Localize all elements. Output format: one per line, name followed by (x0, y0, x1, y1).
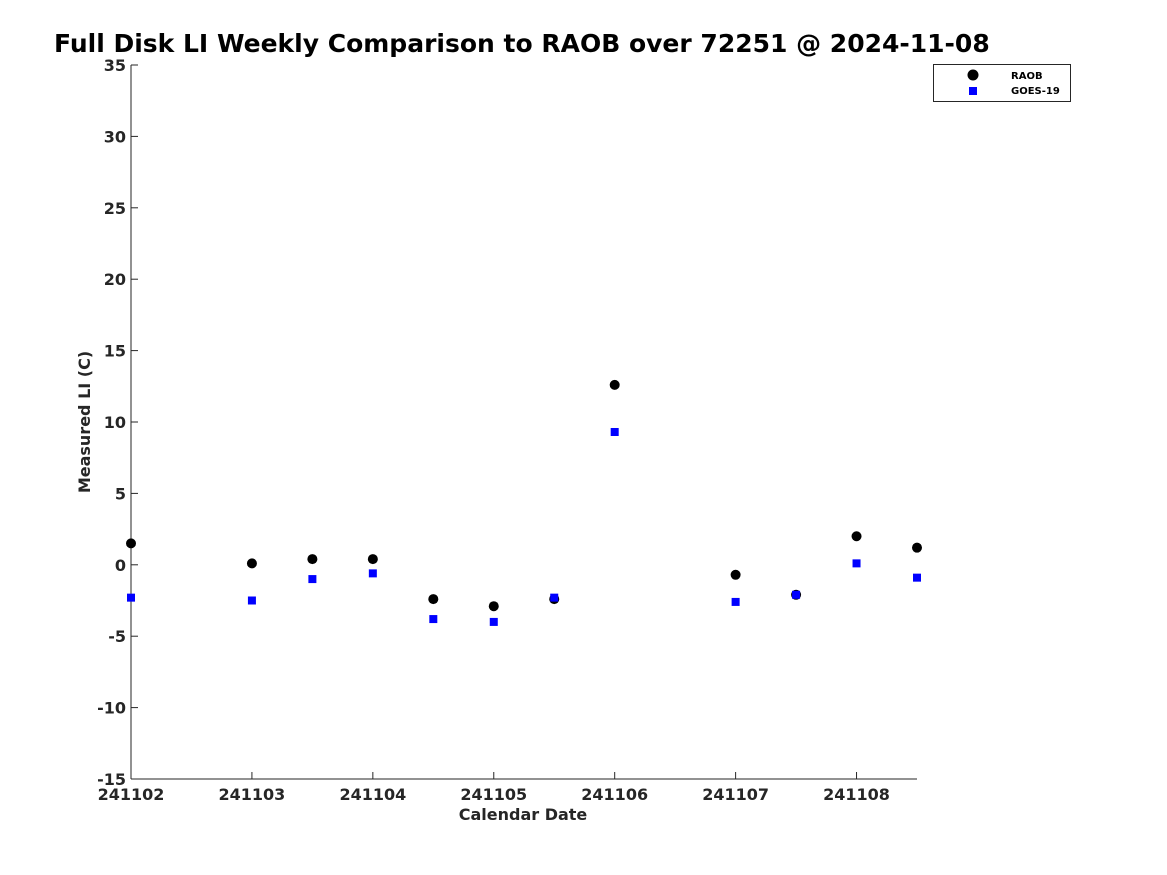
legend-marker-goes-19 (969, 87, 977, 95)
goes-19-point (489, 617, 498, 626)
legend: RAOB GOES-19 (933, 64, 1071, 102)
goes-19-point (429, 615, 438, 624)
goes-19-point (913, 573, 921, 582)
raob-point (912, 542, 922, 553)
legend-box (933, 64, 1071, 102)
y-tick-label: -15 (97, 770, 126, 789)
y-tick-label: 15 (104, 342, 126, 361)
legend-label-raob: RAOB (1011, 71, 1043, 82)
raob-point (307, 554, 318, 565)
raob-point (246, 558, 257, 569)
x-axis-label: Calendar Date (459, 805, 588, 824)
y-tick-label: 10 (104, 413, 126, 432)
goes-19-point (308, 575, 317, 584)
legend-label-goes-19: GOES-19 (1011, 86, 1060, 97)
y-tick-label: 25 (104, 199, 126, 218)
x-tick-label: 241102 (98, 785, 165, 804)
raob-point (428, 594, 439, 605)
goes-19-point (550, 593, 559, 602)
raob-point (367, 554, 378, 565)
goes-19-point (852, 559, 861, 568)
raob-point (730, 569, 741, 580)
x-tick-label: 241106 (581, 785, 648, 804)
data-points (126, 379, 922, 626)
goes-19-point (247, 596, 256, 605)
legend-marker-raob (967, 69, 979, 81)
goes-19-point (731, 597, 740, 606)
raob-point (609, 379, 620, 390)
goes-19-point (127, 593, 135, 602)
x-tick-label: 241104 (339, 785, 406, 804)
y-tick-label: 30 (104, 127, 126, 146)
y-tick-label: -5 (108, 627, 126, 646)
y-axis-label: Measured LI (C) (75, 351, 94, 493)
x-tick-label: 241107 (702, 785, 769, 804)
x-tick-label: 241108 (823, 785, 890, 804)
goes-19-point (792, 590, 801, 599)
raob-point (488, 601, 499, 612)
raob-point (126, 538, 136, 549)
goes-19-point (610, 427, 619, 436)
y-tick-label: 0 (115, 556, 126, 575)
chart-title: Full Disk LI Weekly Comparison to RAOB o… (54, 29, 990, 58)
raob-point (851, 531, 862, 542)
x-tick-label: 241105 (460, 785, 527, 804)
x-ticks: 241102 241103 241104 241105 241106 241107 2411… (98, 772, 890, 804)
y-tick-label: -10 (97, 699, 126, 718)
axes (130, 65, 917, 780)
y-tick-label: 5 (115, 484, 126, 503)
y-tick-label: 20 (104, 270, 126, 289)
y-ticks: -15 -10 -5 0 5 10 15 20 25 30 35 (97, 56, 138, 789)
y-tick-label: 35 (104, 56, 126, 75)
goes-19-point (368, 569, 377, 578)
x-tick-label: 241103 (219, 785, 286, 804)
